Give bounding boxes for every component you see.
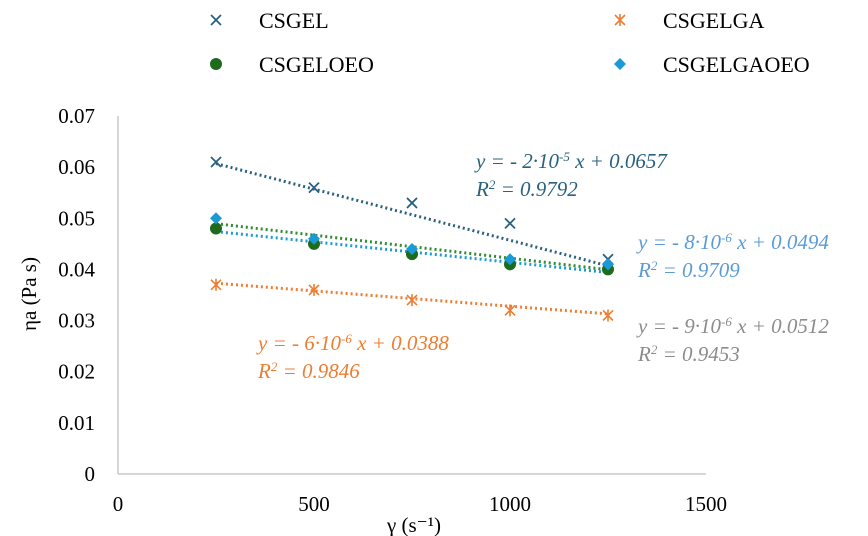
trend-r-squared: R2 = 0.9846	[257, 359, 360, 384]
y-tick-label: 0.05	[58, 206, 95, 230]
data-point	[210, 156, 222, 168]
data-points	[210, 156, 614, 322]
legend-marker	[614, 14, 626, 26]
y-axis-title: ηa (Pa s)	[17, 257, 41, 331]
trend-r-squared: R2 = 0.9709	[637, 258, 740, 283]
data-point	[504, 217, 516, 230]
axes: 0 0.01 0.02 0.03 0.04 0.05 0.06 0.07 0 500 1000 150…	[58, 104, 727, 516]
trend-r-squared: R2 = 0.9453	[637, 342, 740, 367]
legend-marker	[210, 14, 222, 26]
trend-equation: y = - 9·10-6 x + 0.0512	[636, 314, 829, 339]
trend-equation: y = - 6·10-6 x + 0.0388	[256, 331, 449, 356]
y-tick-label: 0	[85, 462, 96, 486]
data-point	[308, 283, 320, 296]
legend: CSGEL CSGELGA CSGELOEO CSGELGAOEO	[210, 8, 810, 77]
legend-marker	[210, 58, 222, 70]
legend-label: CSGELGA	[663, 8, 765, 33]
legend-marker	[614, 58, 626, 70]
x-tick-label: 1500	[685, 492, 727, 516]
trendline	[215, 230, 609, 274]
y-tick-label: 0.07	[58, 104, 95, 128]
trend-equation: y = - 2·10-5 x + 0.0657	[474, 149, 668, 174]
data-point	[504, 253, 516, 266]
y-tick-label: 0.02	[58, 360, 95, 384]
y-tick-label: 0.01	[58, 411, 95, 435]
x-axis-title: γ (s⁻¹)	[386, 513, 441, 536]
y-tick-label: 0.04	[58, 257, 95, 281]
trend-equation: y = - 8·10-6 x + 0.0494	[636, 230, 829, 255]
x-tick-label: 1000	[489, 492, 531, 516]
legend-label: CSGELOEO	[259, 52, 374, 77]
data-point	[504, 304, 516, 317]
data-point	[406, 197, 418, 209]
x-tick-label: 500	[298, 492, 330, 516]
data-point	[308, 181, 320, 194]
trendline	[215, 222, 609, 272]
data-point	[406, 242, 418, 255]
x-tick-label: 0	[113, 492, 124, 516]
trend-annotations: y = - 2·10-5 x + 0.0657 R2 = 0.9792 y = - …	[256, 149, 829, 384]
data-point	[602, 309, 614, 322]
data-point	[210, 222, 222, 235]
data-point	[308, 232, 320, 245]
legend-label: CSGELGAOEO	[663, 52, 810, 77]
data-point	[406, 294, 418, 307]
legend-label: CSGEL	[259, 8, 329, 33]
data-point	[602, 258, 614, 271]
trend-r-squared: R2 = 0.9792	[475, 177, 578, 202]
data-point	[210, 212, 222, 225]
y-tick-label: 0.06	[58, 155, 95, 179]
data-point	[210, 278, 222, 291]
y-tick-label: 0.03	[58, 309, 95, 333]
